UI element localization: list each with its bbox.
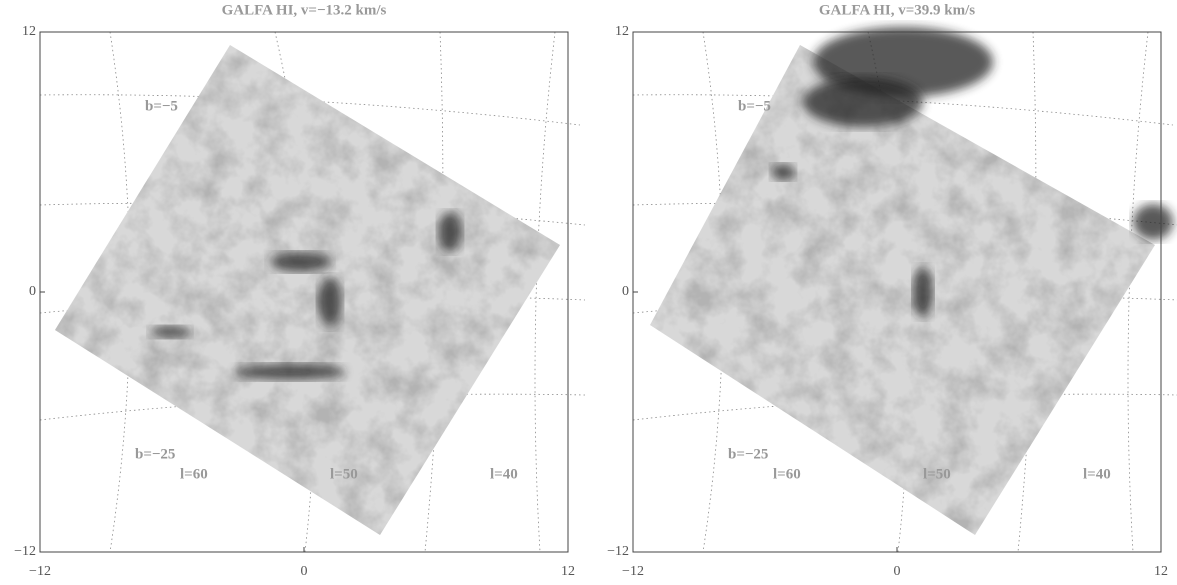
x-tick-label: 12 — [1154, 564, 1168, 579]
y-tick-label: −12 — [14, 544, 36, 559]
map-feature — [318, 277, 342, 327]
map-feature — [438, 212, 462, 252]
graticule-line — [535, 32, 555, 552]
panel-title: GALFA HI, v=39.9 km/s — [819, 2, 975, 18]
map-feature — [270, 252, 330, 272]
y-tick-label: 0 — [29, 284, 36, 299]
page: {"chart_data": [ {"type": "image", "titl… — [0, 0, 1177, 585]
map-feature — [150, 326, 190, 338]
annotation: l=60 — [180, 466, 208, 482]
map-texture — [55, 45, 560, 535]
x-tick-label: −12 — [622, 564, 644, 579]
map-feature — [913, 267, 933, 317]
x-tick-label: 0 — [301, 564, 308, 579]
annotation: b=−5 — [145, 98, 178, 114]
y-tick-label: 0 — [622, 284, 629, 299]
annotation: b=−5 — [738, 98, 771, 114]
y-tick-label: 12 — [22, 24, 36, 39]
x-tick-label: −12 — [29, 564, 51, 579]
map-feature — [1133, 204, 1173, 240]
map-feature — [235, 364, 345, 380]
graticule-line — [1128, 32, 1148, 552]
panel-title: GALFA HI, v=−13.2 km/s — [222, 2, 387, 18]
annotation: b=−25 — [728, 446, 768, 462]
annotation: l=40 — [1083, 466, 1111, 482]
map-feature — [771, 164, 795, 180]
map-feature — [803, 77, 923, 127]
y-tick-label: −12 — [607, 544, 629, 559]
annotation: b=−25 — [135, 446, 175, 462]
y-tick-label: 12 — [615, 24, 629, 39]
annotation: l=50 — [923, 466, 951, 482]
annotation: l=40 — [490, 466, 518, 482]
figure: GALFA HI, v=−13.2 km/s −12 0 12 −12 0 12 b=−5 b=… — [0, 0, 1177, 585]
annotation: l=60 — [773, 466, 801, 482]
x-tick-label: 12 — [561, 564, 575, 579]
annotation: l=50 — [330, 466, 358, 482]
x-tick-label: 0 — [894, 564, 901, 579]
